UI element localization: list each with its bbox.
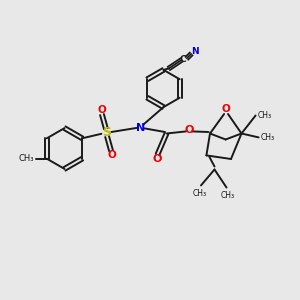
Text: O: O [184, 125, 194, 135]
Text: CH₃: CH₃ [221, 191, 235, 200]
Text: S: S [102, 126, 111, 139]
Text: O: O [107, 150, 116, 161]
Text: CH₃: CH₃ [192, 189, 207, 198]
Text: N: N [191, 47, 199, 56]
Text: CH₃: CH₃ [18, 154, 34, 163]
Text: CH₃: CH₃ [261, 133, 275, 142]
Text: O: O [221, 104, 230, 114]
Text: O: O [97, 105, 106, 115]
Text: C: C [179, 56, 186, 64]
Text: CH₃: CH₃ [258, 111, 272, 120]
Text: N: N [136, 123, 146, 134]
Text: O: O [152, 154, 162, 164]
